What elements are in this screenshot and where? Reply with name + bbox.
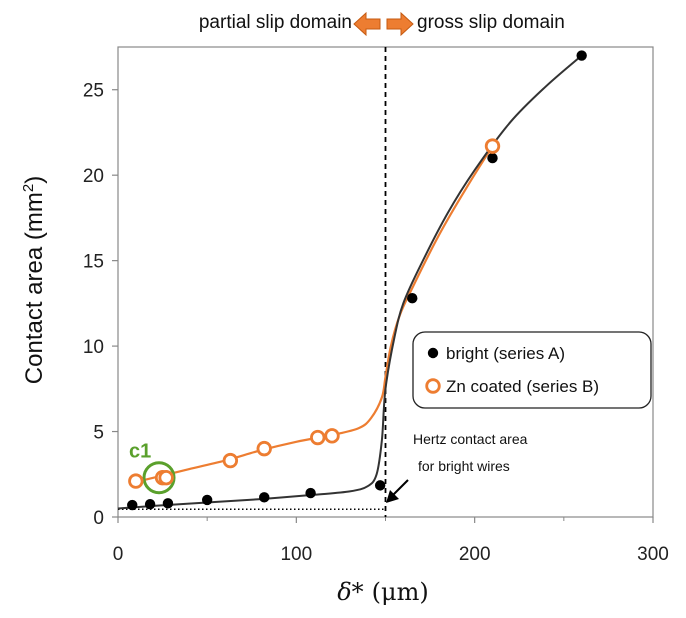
legend: bright (series A) Zn coated (series B) — [412, 331, 652, 409]
plot-area: 0 100 200 300 0 5 10 15 20 25 c1 Hertz contact area… — [83, 46, 669, 565]
data-point-zn-coated — [158, 469, 174, 486]
x-tick-label: 0 — [113, 544, 124, 565]
data-point-zn-coated — [484, 138, 501, 154]
data-point-bright — [162, 498, 174, 509]
y-tick-label: 25 — [83, 81, 104, 102]
trend-line-bright — [117, 54, 583, 510]
left-domain-arrow-icon — [353, 11, 381, 37]
hertz-label-line1: Hertz contact area — [413, 431, 528, 447]
data-point-zn-coated — [256, 440, 272, 457]
y-tick-label: 20 — [83, 166, 104, 187]
domain-header: partial slip domain gross slip domain — [199, 11, 565, 37]
right-domain-arrow-icon — [386, 11, 414, 37]
data-point-bright — [576, 50, 587, 61]
data-point-zn-coated — [128, 473, 144, 489]
y-axis-title: Contact area (mm2) — [20, 176, 48, 384]
x-axis-title: δ* (μm) — [337, 578, 429, 606]
x-axis-title-unit: (μm) — [372, 578, 429, 606]
y-axis-title-main: Contact area (mm — [21, 192, 48, 384]
y-tick-label: 10 — [83, 337, 104, 358]
partial-slip-label: partial slip domain — [199, 12, 352, 33]
x-tick-label: 200 — [459, 544, 491, 565]
x-axis-title-symbol: δ* — [337, 578, 363, 606]
data-point-bright — [201, 494, 213, 506]
data-point-bright — [144, 498, 156, 510]
hertz-label-line2: for bright wires — [418, 458, 510, 474]
x-tick-label: 100 — [280, 544, 312, 565]
data-point-bright — [305, 487, 316, 499]
legend-label-zn-coated: Zn coated (series B) — [446, 377, 599, 396]
data-point-zn-coated — [310, 429, 326, 446]
data-point-zn-coated — [324, 428, 340, 444]
y-tick-label: 0 — [93, 508, 104, 529]
y-tick-label: 5 — [93, 423, 104, 444]
trend-line-zn-coated — [132, 145, 494, 484]
y-axis-title-close: ) — [21, 176, 48, 184]
data-point-bright — [487, 152, 498, 164]
data-point-bright — [407, 293, 418, 304]
gross-slip-label: gross slip domain — [417, 12, 565, 33]
c1-label: c1 — [129, 441, 151, 463]
legend-marker-bright — [427, 347, 439, 359]
legend-label-bright: bright (series A) — [446, 344, 565, 363]
data-point-bright — [127, 499, 138, 511]
y-axis-title-sup: 2 — [20, 184, 37, 192]
y-tick-label: 15 — [83, 252, 104, 273]
hertz-arrow-shaft — [391, 479, 409, 497]
data-point-bright — [374, 480, 386, 491]
c1-highlight-circle — [142, 461, 176, 495]
data-point-zn-coated — [222, 452, 239, 469]
legend-box — [412, 331, 652, 409]
hertz-arrow-head-icon — [386, 490, 399, 503]
x-tick-label: 300 — [637, 544, 669, 565]
legend-marker-zn-coated — [425, 378, 441, 394]
data-point-bright — [259, 492, 270, 503]
